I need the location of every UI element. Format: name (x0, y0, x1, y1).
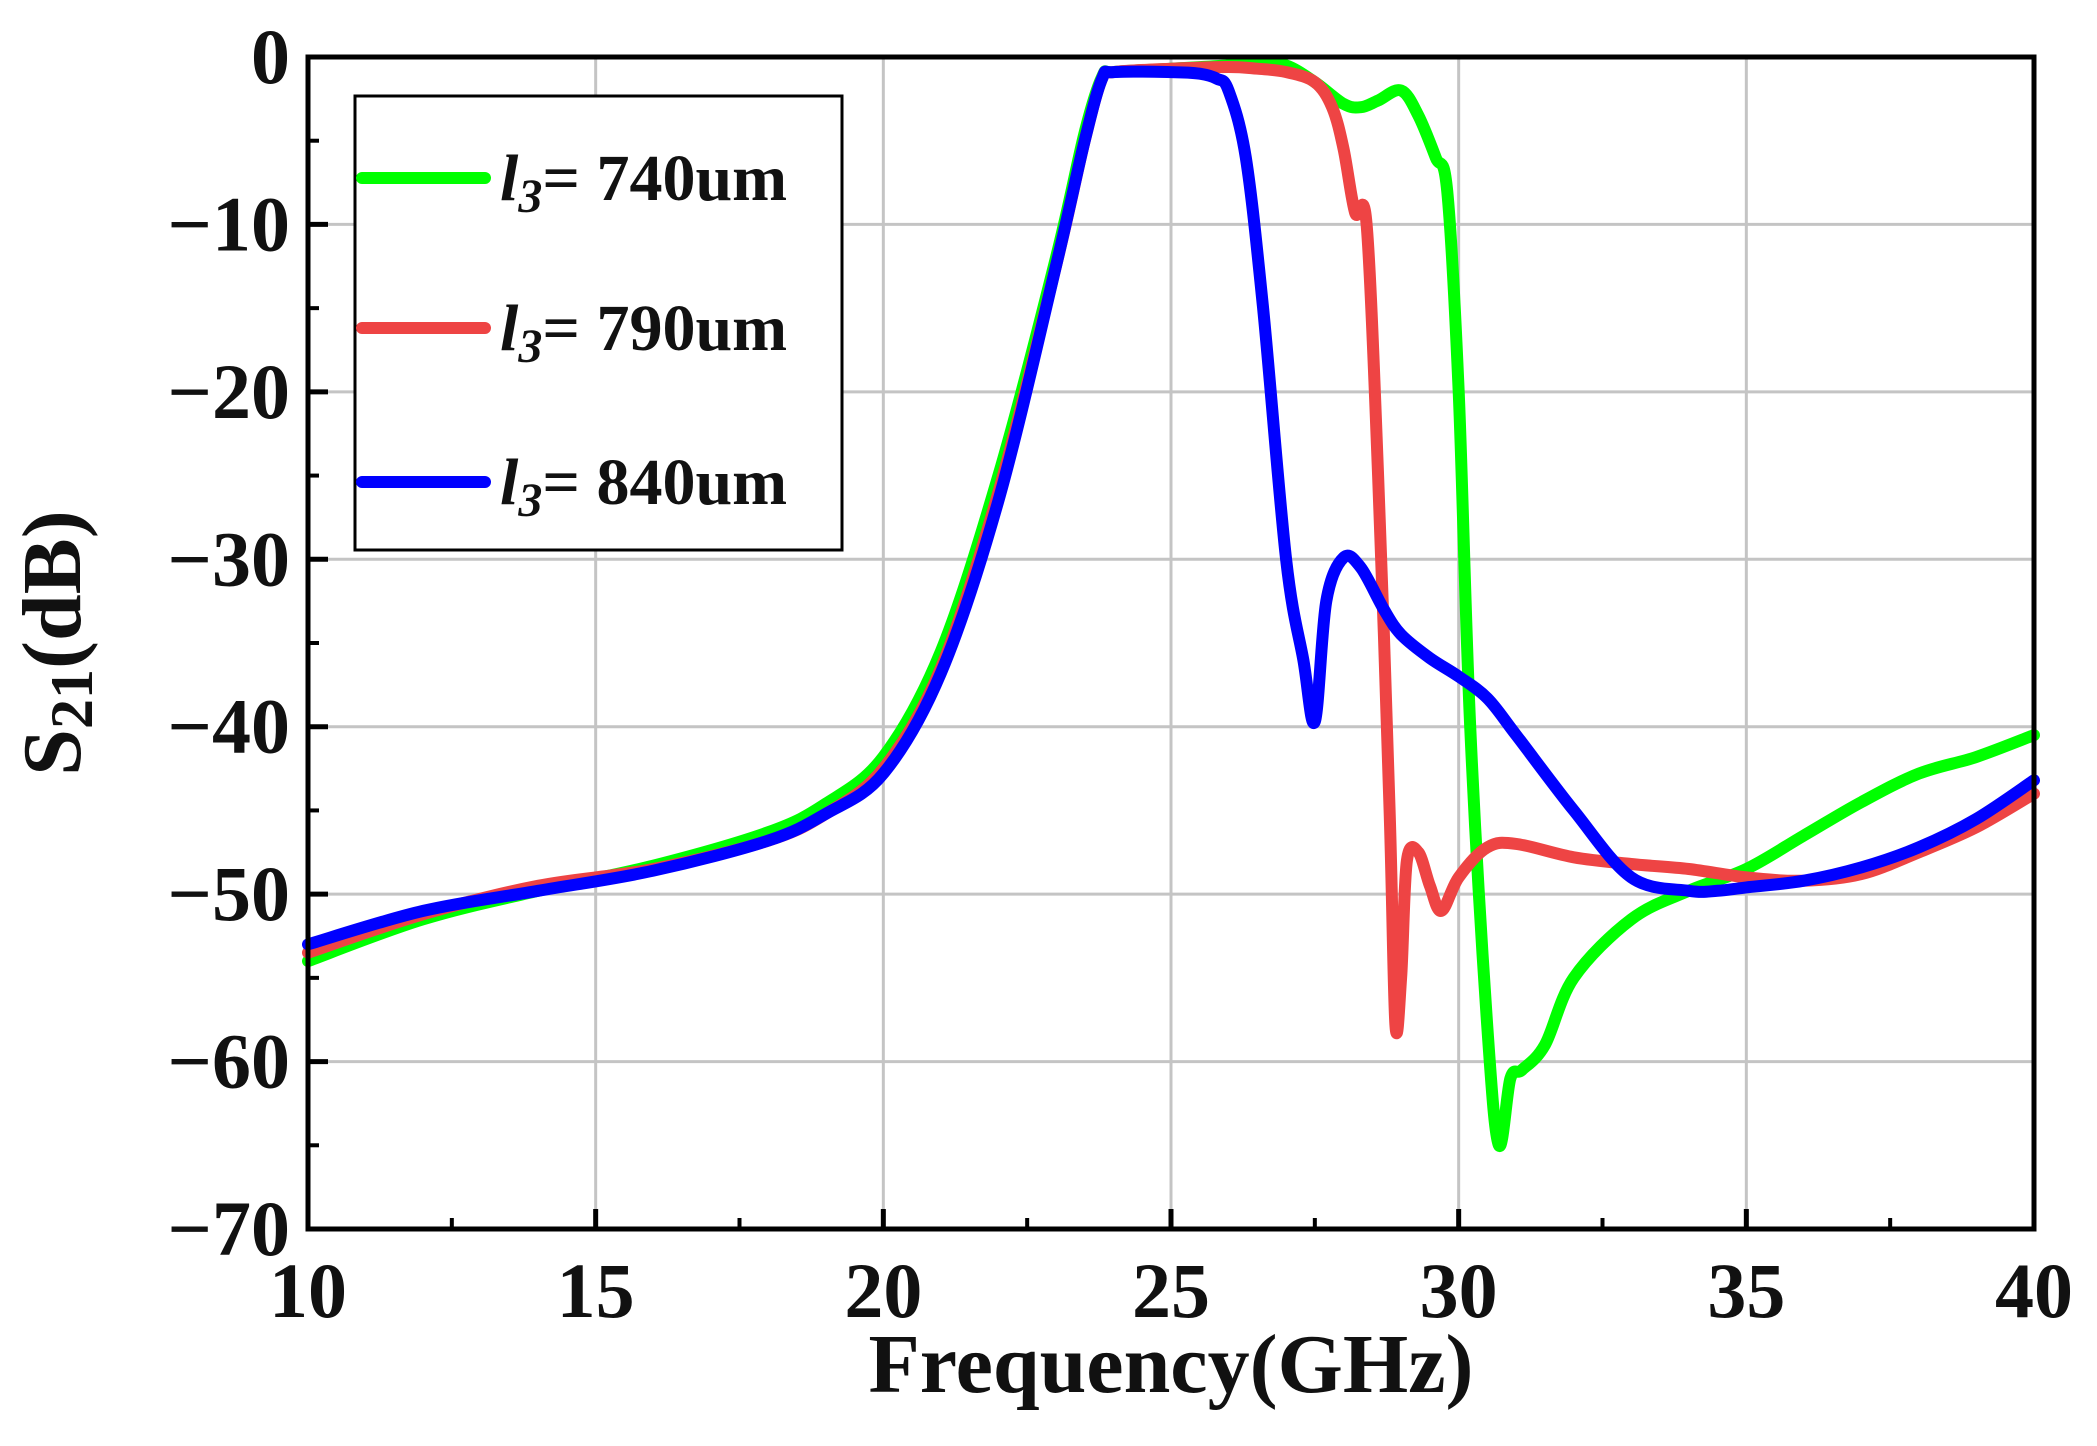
legend-value-790um: = 790um (542, 292, 787, 365)
legend-entry-740um: l3= 740um (356, 142, 787, 223)
legend-label-790um: l3= 790um (500, 292, 787, 373)
legend-symbol-sub: 3 (517, 170, 542, 223)
series-layer (302, 56, 2040, 1152)
y-tick-label: −40 (168, 683, 290, 770)
legend-symbol-l: l (500, 142, 519, 215)
y-axis-title-main: S (6, 729, 99, 776)
y-tick-label: −10 (168, 180, 290, 267)
y-tick-label: −60 (168, 1018, 290, 1105)
x-tick-label: 10 (269, 1247, 347, 1334)
y-tick-label: 0 (251, 13, 290, 100)
legend-entry-840um: l3= 840um (356, 446, 787, 527)
x-axis-title: Frequency(GHz) (869, 1318, 1474, 1411)
series-line-l3740um (302, 56, 2040, 1152)
x-tick-label: 20 (844, 1247, 922, 1334)
legend-value-740um: = 740um (542, 142, 787, 215)
x-tick-label: 30 (1420, 1247, 1498, 1334)
x-tick-label: 15 (557, 1247, 635, 1334)
series-line-l3840um (302, 65, 2040, 951)
tick-layer: 10 15 20 25 30 35 40 0 −10 −20 −30 −40 −50 −60 −70 (168, 13, 2073, 1334)
y-tick-label: −20 (168, 348, 290, 435)
y-axis-title-unit: (dB) (6, 510, 99, 669)
legend-symbol-l: l (500, 292, 519, 365)
legend-label-840um: l3= 840um (500, 446, 787, 527)
y-tick-label: −50 (168, 850, 290, 937)
legend-value-840um: = 840um (542, 446, 787, 519)
legend-label-740um: l3= 740um (500, 142, 787, 223)
legend-symbol-sub: 3 (517, 320, 542, 373)
legend: l3= 740um l3= 790um l3= 840um (353, 94, 844, 552)
x-tick-label: 35 (1707, 1247, 1785, 1334)
y-axis-title: S21(dB) (6, 510, 105, 775)
y-tick-label: −70 (168, 1185, 290, 1272)
y-tick-label: −30 (168, 515, 290, 602)
legend-entry-790um: l3= 790um (356, 292, 787, 373)
x-tick-label: 25 (1132, 1247, 1210, 1334)
x-tick-label: 40 (1995, 1247, 2073, 1334)
legend-symbol-sub: 3 (517, 474, 542, 527)
legend-symbol-l: l (500, 446, 519, 519)
y-axis-title-subscript: 21 (39, 669, 105, 729)
